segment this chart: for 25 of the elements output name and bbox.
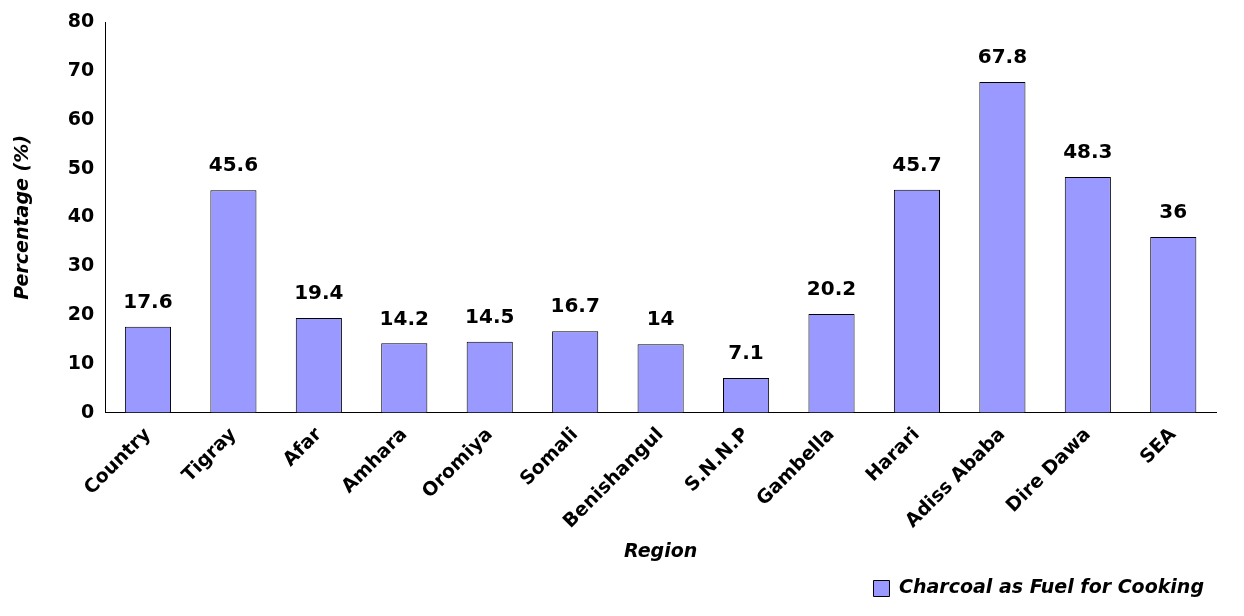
y-tick-label: 80 bbox=[67, 9, 95, 32]
y-tick-label: 60 bbox=[67, 106, 95, 129]
data-label: 7.1 bbox=[728, 340, 764, 365]
y-tick-label: 10 bbox=[67, 350, 95, 373]
data-label: 14.5 bbox=[465, 304, 515, 329]
data-label: 67.8 bbox=[977, 44, 1028, 69]
y-tick-label: 50 bbox=[67, 155, 95, 178]
data-label: 45.7 bbox=[892, 151, 942, 176]
data-label: 19.4 bbox=[294, 280, 344, 305]
y-tick-label: 40 bbox=[67, 204, 95, 227]
legend-label: Charcoal as Fuel for Cooking bbox=[899, 575, 1205, 598]
data-label: 48.3 bbox=[1063, 139, 1113, 164]
y-tick-label: 30 bbox=[67, 253, 95, 276]
y-tick-label: 70 bbox=[67, 58, 95, 81]
y-tick-label: 0 bbox=[81, 399, 95, 422]
data-label: 16.7 bbox=[550, 293, 600, 318]
data-label: 14.2 bbox=[379, 305, 429, 330]
data-label: 14 bbox=[646, 306, 675, 331]
data-label: 45.6 bbox=[208, 152, 259, 177]
data-label: 20.2 bbox=[806, 276, 857, 301]
data-label: 36 bbox=[1159, 199, 1188, 224]
x-axis-title: Region bbox=[623, 538, 698, 561]
y-tick-label: 20 bbox=[67, 301, 95, 324]
data-label: 17.6 bbox=[123, 288, 173, 313]
y-axis-title: Percentage (%) bbox=[10, 135, 33, 300]
